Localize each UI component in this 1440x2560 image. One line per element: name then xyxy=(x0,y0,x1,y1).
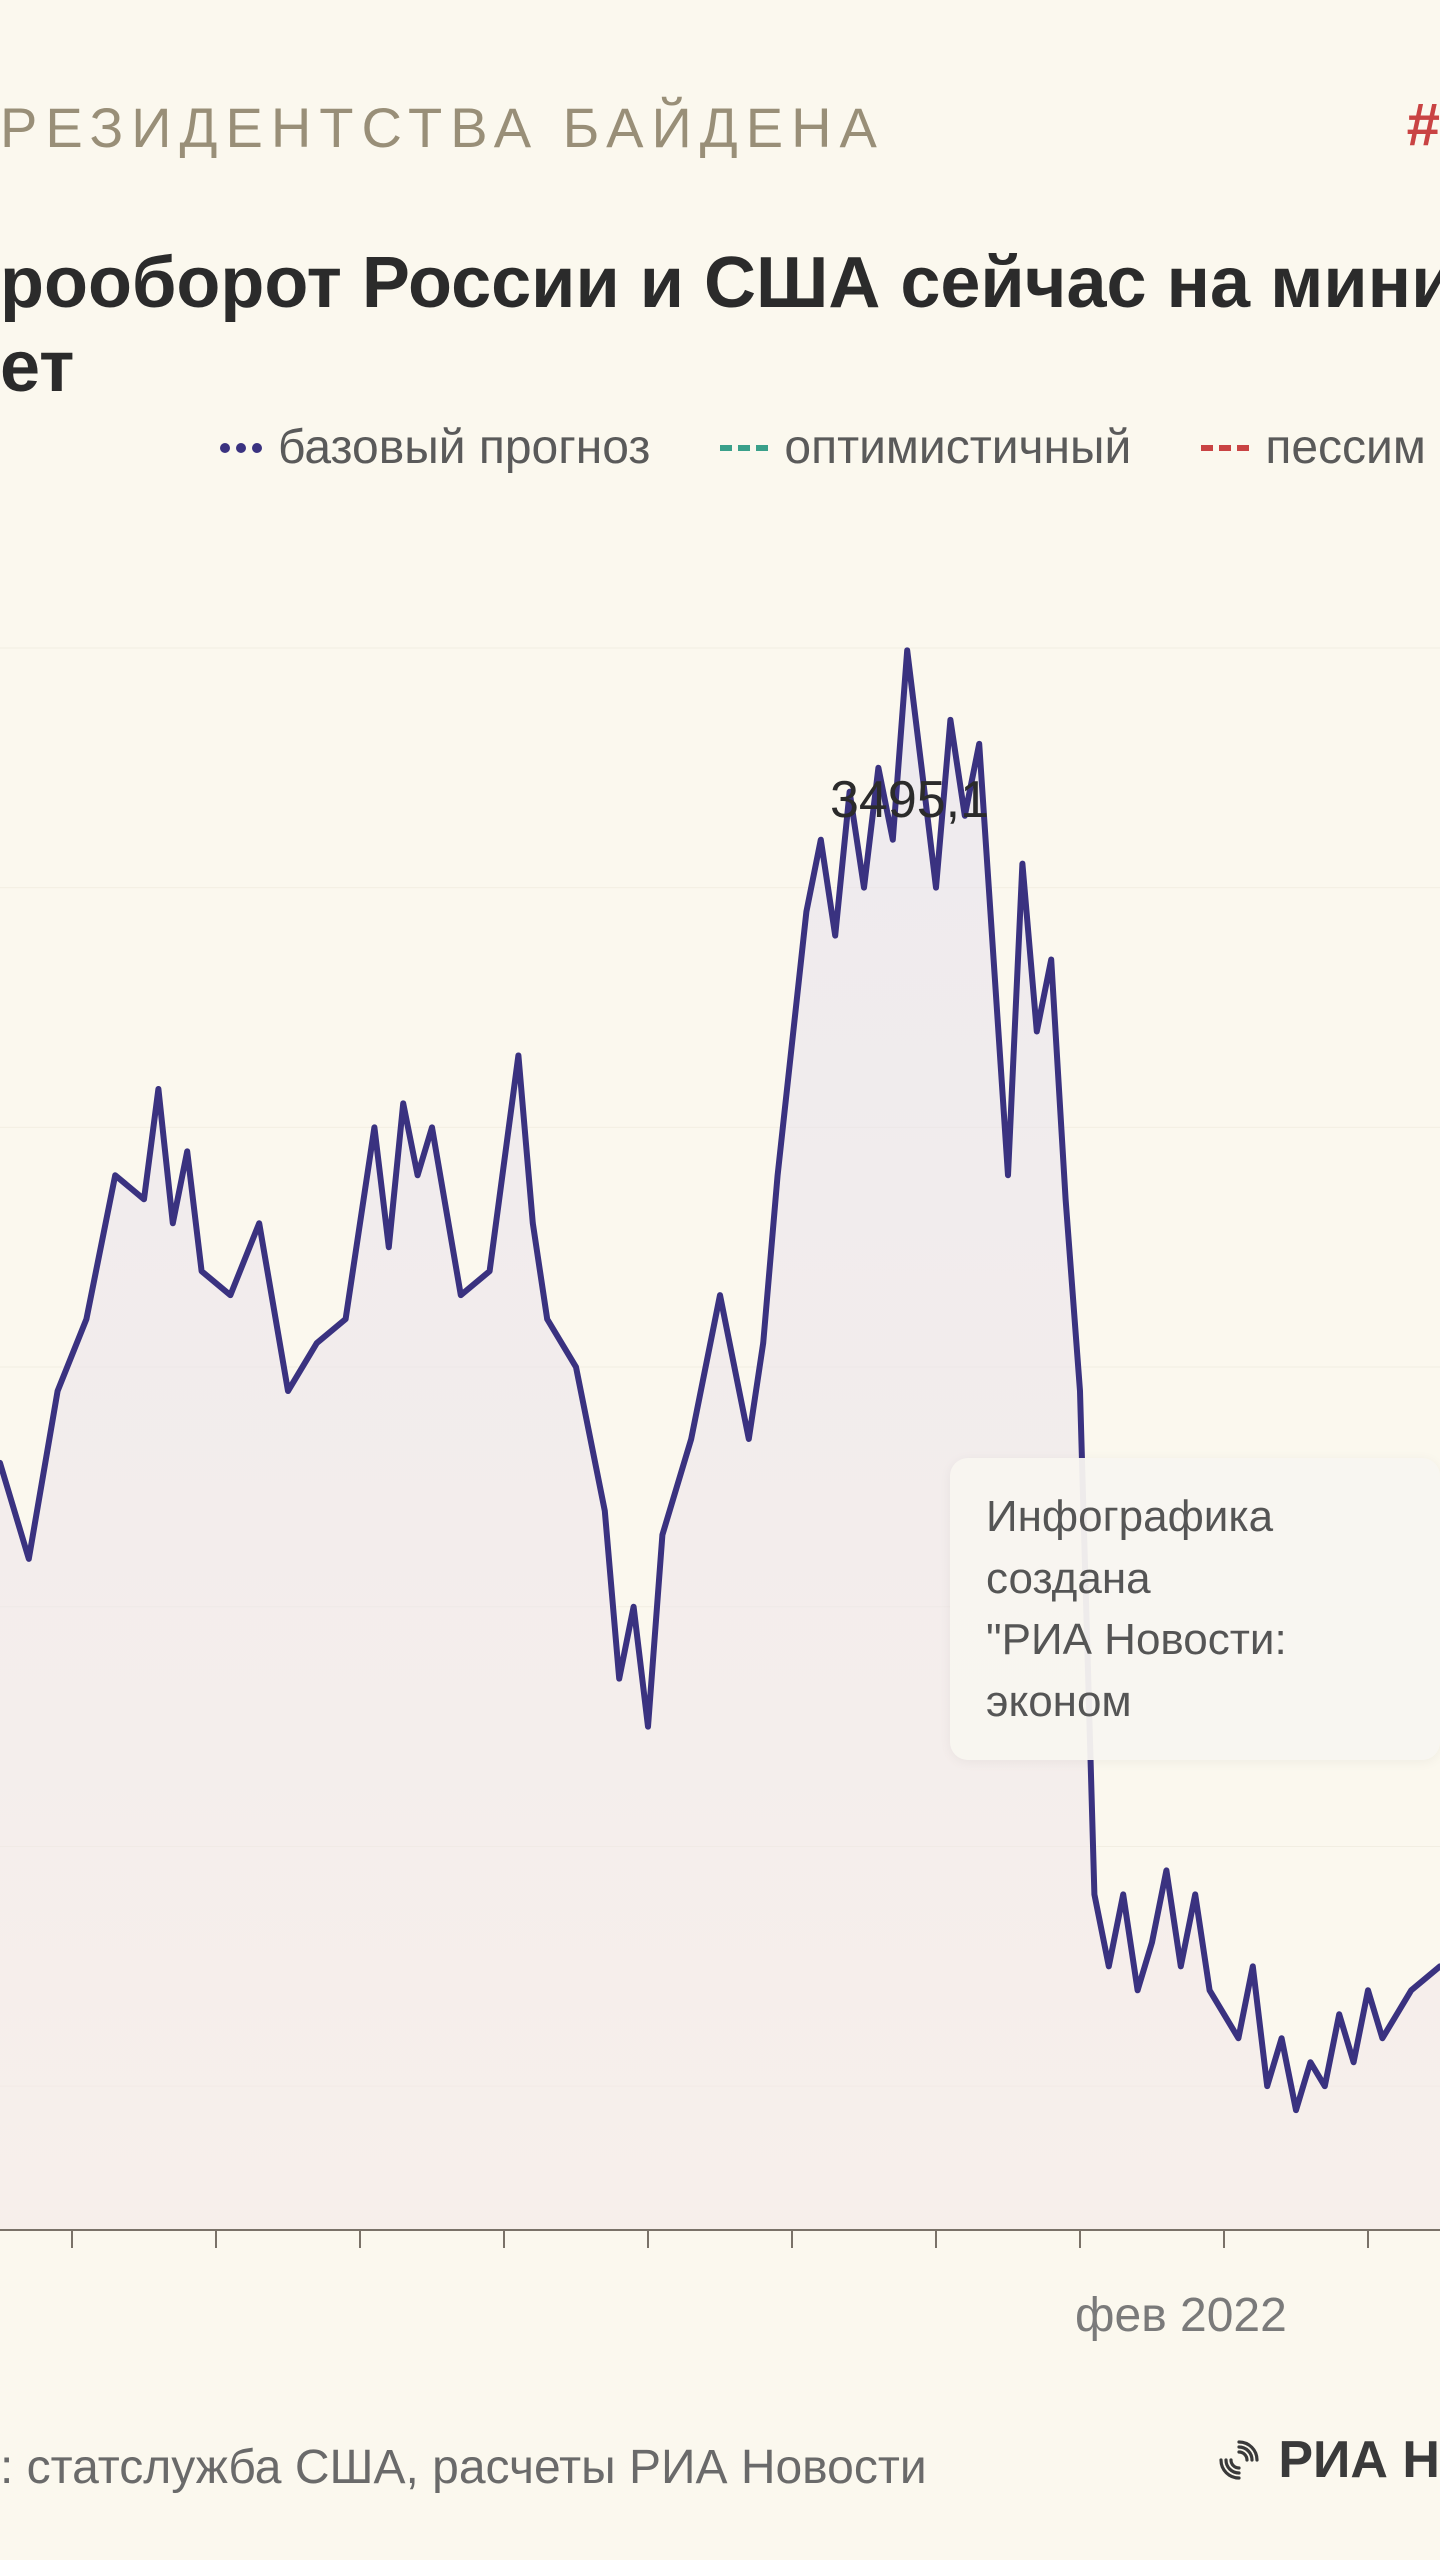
tooltip-line2: "РИА Новости: эконом xyxy=(986,1609,1404,1732)
legend-item-optimistic: оптимистичный xyxy=(720,420,1131,475)
x-axis-tick-label: фев 2022 xyxy=(1075,2288,1287,2343)
brand-logo-text: РИА Н xyxy=(1278,2430,1440,2490)
ria-logo-icon xyxy=(1214,2435,1264,2485)
brand-logo: РИА Н xyxy=(1214,2430,1440,2490)
chart-area xyxy=(0,600,1440,2260)
header-tag: РЕЗИДЕНТСТВА БАЙДЕНА xyxy=(0,95,885,160)
legend: базовый прогноз оптимистичный пессим xyxy=(220,420,1426,475)
peak-value-label: 3495,1 xyxy=(830,770,989,830)
legend-marker-pessimistic xyxy=(1201,445,1249,451)
legend-item-base: базовый прогноз xyxy=(220,420,650,475)
legend-label-optimistic: оптимистичный xyxy=(784,420,1131,475)
info-tooltip: Инфографика создана "РИА Новости: эконом xyxy=(950,1458,1440,1760)
source-text: : статслужба США, расчеты РИА Новости xyxy=(0,2440,927,2495)
legend-marker-optimistic xyxy=(720,445,768,451)
legend-label-pessimistic: пессим xyxy=(1265,420,1426,475)
legend-marker-base xyxy=(220,443,262,453)
chart-svg xyxy=(0,600,1440,2260)
hash-symbol: # xyxy=(1407,90,1440,159)
legend-item-pessimistic: пессим xyxy=(1201,420,1426,475)
chart-title-line2: ет xyxy=(0,326,74,408)
legend-label-base: базовый прогноз xyxy=(278,420,650,475)
chart-title-line1: рооборот России и США сейчас на миниму xyxy=(0,240,1440,326)
tooltip-line1: Инфографика создана xyxy=(986,1486,1404,1609)
